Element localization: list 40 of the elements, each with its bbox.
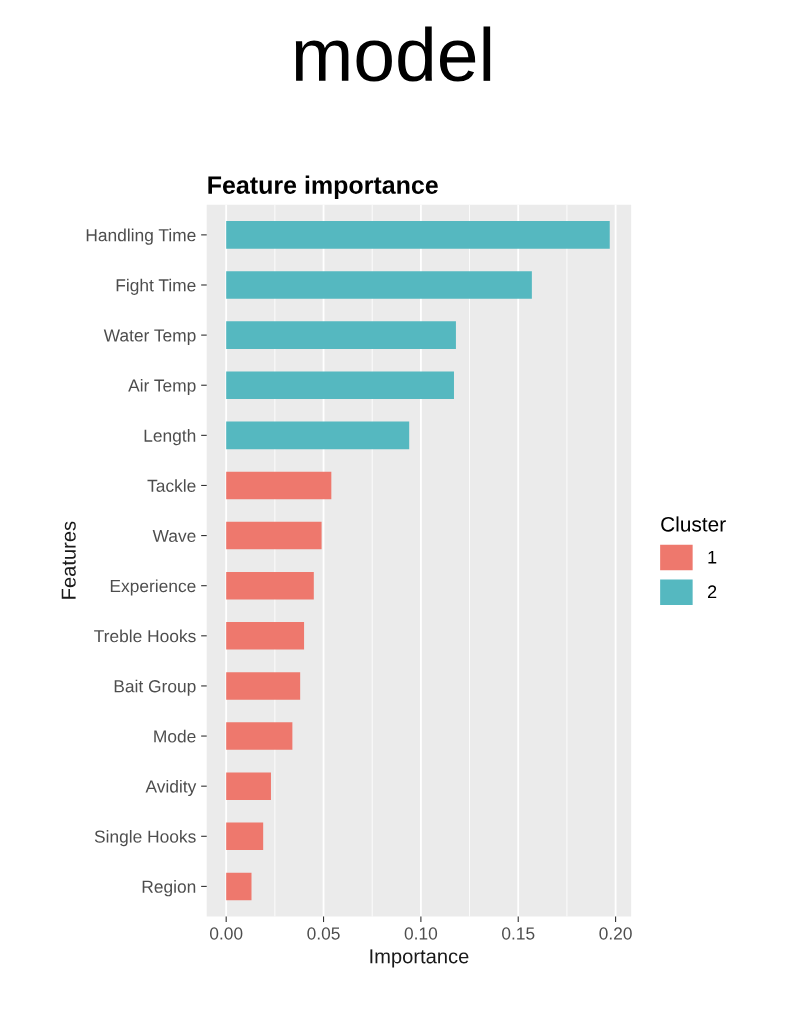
bar xyxy=(226,622,305,650)
y-tick-label: Mode xyxy=(154,729,196,743)
y-tick-label: Tackle xyxy=(147,479,196,492)
bar xyxy=(226,872,252,901)
y-tick-label: Region xyxy=(142,880,196,897)
legend-title: Cluster xyxy=(661,516,726,532)
chart-title: model xyxy=(295,26,491,82)
bar xyxy=(226,421,410,450)
y-tick-label: Experience xyxy=(110,579,196,596)
legend-label: 1 xyxy=(708,550,717,564)
bar xyxy=(226,521,322,550)
chart-subtitle: Feature importance xyxy=(208,175,438,199)
bar xyxy=(226,772,271,800)
bar xyxy=(226,722,293,750)
bar xyxy=(226,822,264,851)
y-tick-label: Treble Hooks xyxy=(94,629,196,643)
y-tick-label: Fight Time xyxy=(116,278,196,295)
y-tick-label: Water Temp xyxy=(103,329,196,345)
bar xyxy=(226,471,332,500)
y-tick-label: Single Hooks xyxy=(94,830,196,847)
bar xyxy=(226,271,532,299)
y-tick-label: Handling Time xyxy=(86,228,196,245)
x-tick-label: 0.20 xyxy=(599,927,632,940)
x-tick-label: 0.10 xyxy=(404,927,438,940)
bar xyxy=(226,371,454,400)
x-tick-label: 0.00 xyxy=(209,927,243,940)
legend-label: 2 xyxy=(707,585,717,598)
bar xyxy=(226,672,301,700)
x-axis-title: Importance xyxy=(370,949,469,968)
y-tick-label: Length xyxy=(144,429,196,446)
y-axis-title: Features xyxy=(61,521,76,599)
bar xyxy=(226,571,314,600)
x-tick-label: 0.15 xyxy=(502,927,535,940)
x-tick-label: 0.05 xyxy=(307,927,340,940)
y-tick-label: Avidity xyxy=(145,779,197,797)
bar xyxy=(226,321,456,349)
y-tick-label: Wave xyxy=(152,529,196,543)
bar xyxy=(226,221,610,249)
y-tick-label: Air Temp xyxy=(128,378,196,396)
y-tick-label: Bait Group xyxy=(114,679,196,696)
